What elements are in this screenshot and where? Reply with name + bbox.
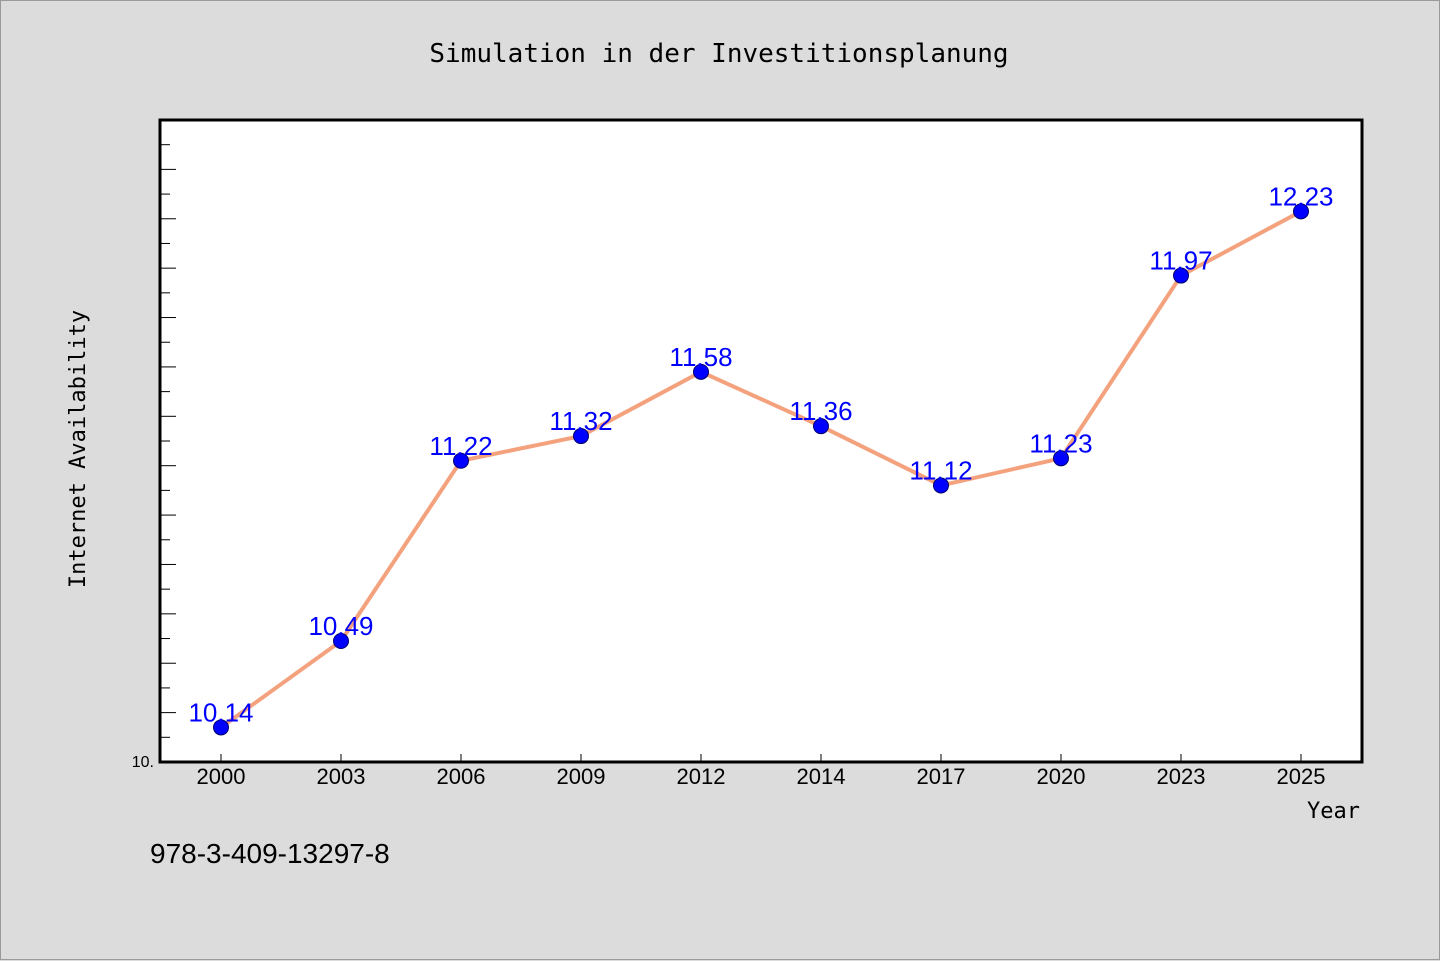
y-axis-label: Internet Availability [66, 310, 91, 588]
x-tick-label: 2025 [1277, 764, 1326, 789]
data-label: 11.32 [549, 406, 612, 436]
series-markers-group [213, 203, 1309, 736]
x-axis-ticks: 2000 2003 2006 2009 2012 2014 2017 2020 2023 2025 [197, 754, 1326, 789]
y-axis-min-label: 10. [132, 754, 154, 771]
plot-area [158, 118, 1364, 764]
data-label: 12.23 [1268, 181, 1333, 211]
chart-title: Simulation in der Investitionsplanung [429, 39, 1008, 69]
x-tick-label: 2003 [317, 764, 366, 789]
data-label: 11.23 [1029, 428, 1092, 458]
x-axis-label: Year [1307, 799, 1360, 824]
data-label: 11.36 [789, 396, 852, 426]
x-tick-label: 2006 [437, 764, 486, 789]
data-labels-group: 10.14 10.49 11.22 11.32 11.58 11.36 11.12 11.23… [188, 181, 1333, 727]
x-tick-label: 2000 [197, 764, 246, 789]
x-tick-label: 2009 [557, 764, 606, 789]
data-point [933, 477, 949, 494]
data-point [1053, 450, 1069, 467]
series-line-group [219, 209, 1302, 730]
series-line [219, 209, 1302, 730]
data-label: 11.22 [429, 431, 492, 461]
data-point [573, 428, 589, 445]
data-label: 11.97 [1149, 246, 1212, 276]
data-point [813, 418, 829, 435]
x-tick-label: 2023 [1157, 764, 1206, 789]
data-label: 10.14 [188, 697, 253, 727]
data-point [1293, 203, 1309, 220]
data-point [1173, 267, 1189, 284]
y-axis-ticks [160, 144, 176, 738]
x-tick-label: 2017 [917, 764, 966, 789]
data-label: 10.49 [308, 611, 373, 641]
isbn-text: 978-3-409-13297-8 [150, 838, 390, 869]
x-tick-label: 2020 [1037, 764, 1086, 789]
data-point [333, 633, 349, 650]
x-tick-label: 2012 [677, 764, 726, 789]
data-point [453, 452, 469, 469]
data-point [213, 719, 229, 736]
data-label: 11.58 [669, 342, 732, 372]
x-tick-label: 2014 [797, 764, 846, 789]
data-point [693, 363, 709, 380]
data-label: 11.12 [909, 455, 972, 485]
